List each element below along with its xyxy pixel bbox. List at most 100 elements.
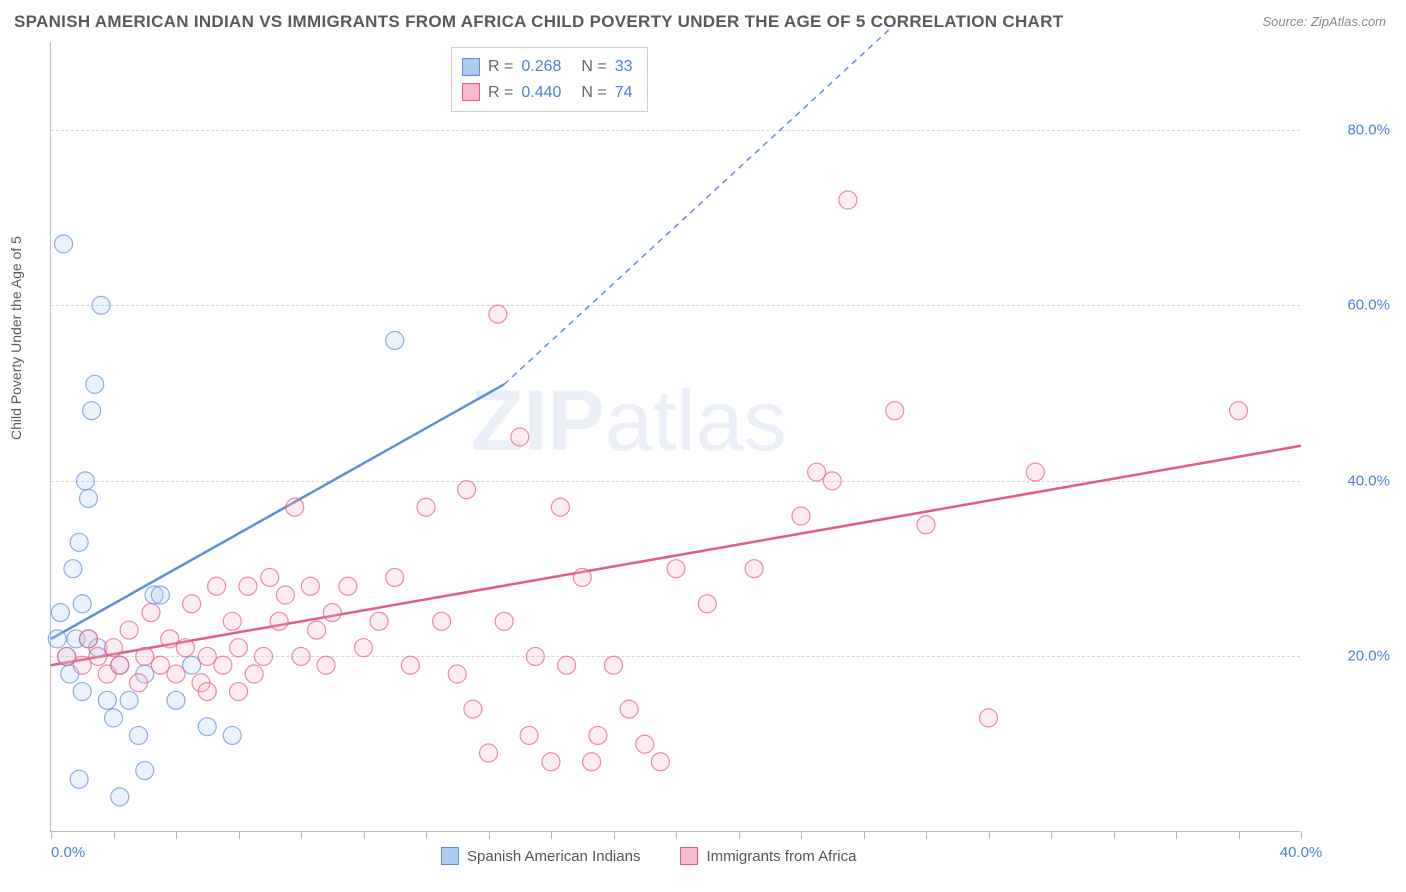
scatter-points xyxy=(48,191,1247,806)
r-label: R = xyxy=(488,80,513,106)
scatter-point xyxy=(323,604,341,622)
n-label: N = xyxy=(581,80,606,106)
x-tick xyxy=(989,831,990,839)
scatter-point xyxy=(823,472,841,490)
r-value-series2: 0.440 xyxy=(521,80,561,106)
swatch-series1 xyxy=(441,847,459,865)
scatter-point xyxy=(286,498,304,516)
scatter-point xyxy=(230,639,248,657)
legend-item-series2: Immigrants from Africa xyxy=(680,847,856,865)
scatter-point xyxy=(317,656,335,674)
x-tick xyxy=(301,831,302,839)
scatter-point xyxy=(198,718,216,736)
scatter-point xyxy=(808,463,826,481)
scatter-point xyxy=(1026,463,1044,481)
scatter-point xyxy=(301,577,319,595)
scatter-point xyxy=(551,498,569,516)
scatter-point xyxy=(589,726,607,744)
scatter-point xyxy=(386,331,404,349)
scatter-point xyxy=(83,402,101,420)
scatter-point xyxy=(401,656,419,674)
scatter-point xyxy=(667,560,685,578)
x-tick xyxy=(864,831,865,839)
x-tick xyxy=(51,831,52,839)
x-tick xyxy=(676,831,677,839)
scatter-point xyxy=(489,305,507,323)
scatter-point xyxy=(339,577,357,595)
scatter-point xyxy=(64,560,82,578)
scatter-point xyxy=(105,639,123,657)
scatter-point xyxy=(136,762,154,780)
scatter-point xyxy=(51,604,69,622)
scatter-point xyxy=(161,630,179,648)
x-tick xyxy=(426,831,427,839)
scatter-point xyxy=(511,428,529,446)
scatter-point xyxy=(745,560,763,578)
scatter-point xyxy=(520,726,538,744)
scatter-point xyxy=(183,595,201,613)
scatter-point xyxy=(198,647,216,665)
scatter-point xyxy=(70,770,88,788)
scatter-point xyxy=(73,595,91,613)
scatter-point xyxy=(142,604,160,622)
scatter-point xyxy=(183,656,201,674)
scatter-point xyxy=(261,568,279,586)
scatter-point xyxy=(223,612,241,630)
stats-row-series2: R = 0.440 N = 74 xyxy=(462,80,633,106)
x-tick-label: 40.0% xyxy=(1280,844,1323,861)
x-tick xyxy=(239,831,240,839)
scatter-point xyxy=(120,621,138,639)
x-tick xyxy=(176,831,177,839)
x-tick xyxy=(801,831,802,839)
trend-line xyxy=(51,446,1301,665)
x-tick xyxy=(551,831,552,839)
scatter-point xyxy=(917,516,935,534)
swatch-series1 xyxy=(462,58,480,76)
scatter-point xyxy=(605,656,623,674)
scatter-point xyxy=(208,577,226,595)
scatter-point xyxy=(89,647,107,665)
stats-row-series1: R = 0.268 N = 33 xyxy=(462,54,633,80)
legend-label-series2: Immigrants from Africa xyxy=(706,848,856,865)
scatter-point xyxy=(70,533,88,551)
n-label: N = xyxy=(581,54,606,80)
scatter-point xyxy=(111,656,129,674)
scatter-point xyxy=(558,656,576,674)
scatter-point xyxy=(698,595,716,613)
scatter-point xyxy=(167,665,185,683)
chart-plot-area: ZIPatlas 20.0%40.0%60.0%80.0% R = 0.268 … xyxy=(50,42,1300,832)
scatter-point xyxy=(55,235,73,253)
scatter-point xyxy=(151,656,169,674)
scatter-point xyxy=(480,744,498,762)
scatter-point xyxy=(1230,402,1248,420)
scatter-point xyxy=(270,612,288,630)
scatter-point xyxy=(86,375,104,393)
scatter-point xyxy=(73,656,91,674)
legend-item-series1: Spanish American Indians xyxy=(441,847,640,865)
scatter-point xyxy=(92,296,110,314)
scatter-point xyxy=(464,700,482,718)
scatter-svg xyxy=(51,42,1300,831)
scatter-point xyxy=(120,691,138,709)
scatter-point xyxy=(308,621,326,639)
scatter-point xyxy=(136,647,154,665)
scatter-point xyxy=(495,612,513,630)
scatter-point xyxy=(583,753,601,771)
scatter-point xyxy=(839,191,857,209)
swatch-series2 xyxy=(680,847,698,865)
scatter-point xyxy=(223,726,241,744)
scatter-point xyxy=(292,647,310,665)
scatter-point xyxy=(151,586,169,604)
x-tick xyxy=(739,831,740,839)
legend-bottom: Spanish American Indians Immigrants from… xyxy=(441,847,856,865)
scatter-point xyxy=(98,691,116,709)
scatter-point xyxy=(73,683,91,701)
r-label: R = xyxy=(488,54,513,80)
scatter-point xyxy=(355,639,373,657)
x-tick xyxy=(926,831,927,839)
x-tick xyxy=(1239,831,1240,839)
scatter-point xyxy=(886,402,904,420)
y-tick-label: 40.0% xyxy=(1310,472,1390,489)
scatter-point xyxy=(167,691,185,709)
scatter-point xyxy=(636,735,654,753)
